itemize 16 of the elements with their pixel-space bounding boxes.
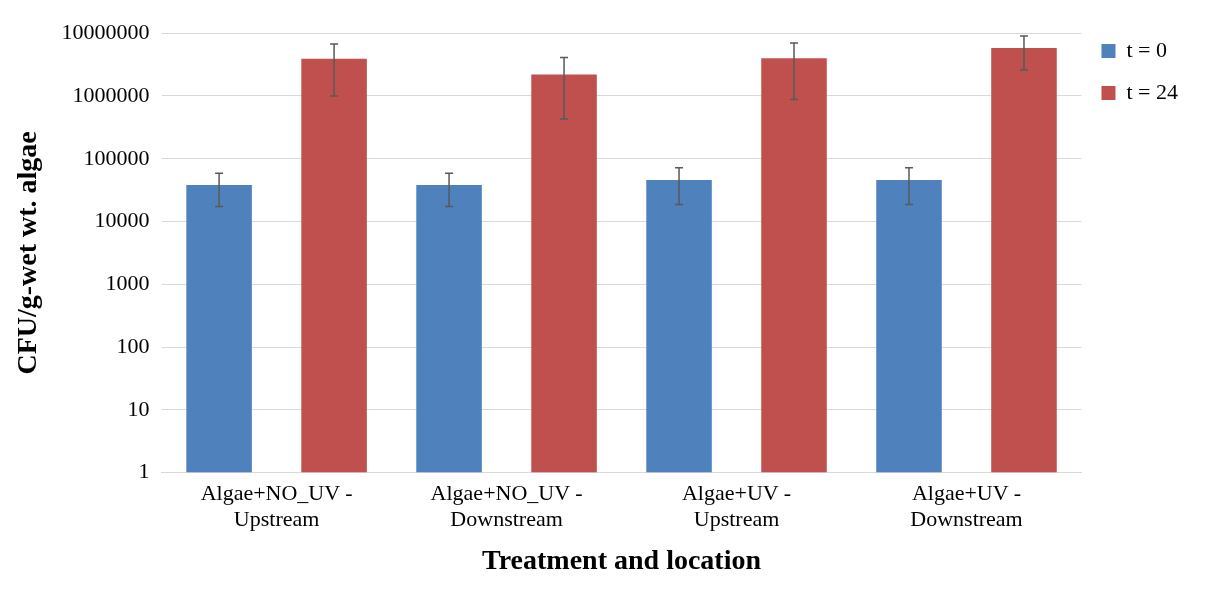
y-tick-label: 1000000 [72,81,150,107]
y-tick-label: 1000 [105,270,150,296]
legend-label: t = 24 [1126,78,1179,104]
legend-label: t = 0 [1126,36,1168,62]
y-tick-label: 10 [127,395,150,421]
x-tick-label: Algae+UV - Downstream [910,479,1023,531]
y-tick-label: 10000 [94,207,150,233]
x-tick-label: Algae+NO_UV - Downstream [430,479,583,531]
x-axis-title: Treatment and location [482,544,762,576]
y-tick-label: 100 [116,332,150,358]
y-tick-label: 10000000 [61,18,150,44]
x-tick-label: Algae+UV - Upstream [681,479,792,531]
y-tick-label: 1 [138,458,150,484]
x-tick-label: Algae+NO_UV - Upstream [200,479,353,531]
y-axis-title: CFU/g-wet wt. algae [11,131,43,375]
y-tick-label: 100000 [83,144,150,170]
